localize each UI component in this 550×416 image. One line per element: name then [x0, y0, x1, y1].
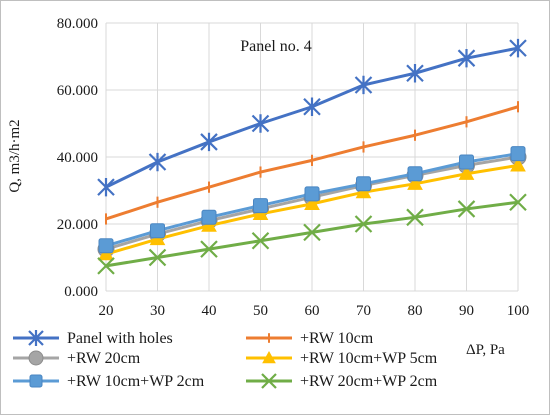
- x-tick-label: 30: [150, 303, 165, 319]
- data-point: [253, 198, 268, 214]
- data-point: [303, 223, 321, 242]
- series-4: [98, 157, 526, 261]
- data-point: [354, 215, 373, 233]
- legend: Panel with holes +RW 10cm +RW 20cm +RW 10cm…: [13, 329, 438, 390]
- data-point: [29, 374, 43, 388]
- data-point: [459, 154, 474, 170]
- legend-item: +RW 20cm: [13, 350, 141, 367]
- x-tick-label: 50: [253, 303, 268, 319]
- x-tick-label: 80: [408, 303, 423, 319]
- data-point: [509, 193, 527, 212]
- data-point: [252, 205, 269, 221]
- data-point: [406, 208, 424, 227]
- x-tick-label: 20: [99, 303, 114, 319]
- axis-layer: 0.000 20.000 40.000 60.000 80.000 20 30 40 50 60 7…: [57, 16, 530, 319]
- data-point: [510, 146, 526, 162]
- data-point: [407, 175, 423, 190]
- data-point: [148, 248, 167, 267]
- y-tick-label: 80.000: [57, 16, 98, 32]
- series-1: [97, 38, 527, 197]
- data-point: [98, 238, 114, 254]
- data-point: [98, 246, 114, 261]
- data-point: [149, 231, 166, 246]
- series-5: [98, 146, 526, 254]
- series-2: [105, 101, 519, 225]
- data-point: [510, 157, 526, 172]
- x-tick-label: 70: [356, 303, 371, 319]
- data-point: [458, 165, 475, 180]
- data-point: [261, 373, 277, 389]
- data-point: [28, 329, 44, 347]
- data-point: [201, 217, 217, 232]
- y-tick-label: 60.000: [57, 83, 98, 99]
- x-axis-title: ΔP, Pa: [466, 342, 505, 358]
- series-6: [97, 193, 527, 275]
- data-point: [262, 350, 276, 364]
- data-point: [457, 200, 476, 218]
- legend-label: +RW 10cm+WP 2cm: [67, 373, 205, 390]
- data-point: [97, 177, 115, 197]
- y-tick-label: 20.000: [57, 217, 98, 233]
- legend-item: Panel with holes: [13, 329, 173, 347]
- data-point: [457, 48, 476, 68]
- x-tick-label: 40: [202, 303, 217, 319]
- legend-label: +RW 10cm: [300, 330, 374, 347]
- y-axis-title: Q, m3/h·m2: [7, 119, 23, 192]
- data-point: [251, 114, 270, 133]
- data-point: [355, 184, 372, 199]
- data-point: [303, 97, 321, 116]
- series-layer: [97, 38, 527, 275]
- data-point: [200, 132, 218, 152]
- data-point: [406, 64, 424, 83]
- y-tick-label: 0.000: [64, 284, 98, 300]
- data-point: [201, 209, 217, 225]
- data-point: [200, 240, 218, 258]
- x-tick-label: 90: [459, 303, 474, 319]
- data-point: [251, 231, 270, 250]
- legend-item: +RW 10cm: [246, 330, 374, 347]
- data-point: [148, 152, 167, 172]
- legend-label: +RW 10cm+WP 5cm: [300, 350, 438, 367]
- data-point: [97, 257, 115, 275]
- x-tick-label: 100: [507, 303, 530, 319]
- legend-item: +RW 20cm+WP 2cm: [246, 373, 438, 390]
- legend-item: +RW 10cm+WP 5cm: [246, 350, 438, 367]
- data-point: [28, 350, 44, 366]
- data-point: [304, 195, 320, 210]
- legend-label: +RW 20cm+WP 2cm: [300, 373, 438, 390]
- data-point: [150, 223, 165, 239]
- legend-label: Panel with holes: [67, 330, 173, 347]
- chart-annotation: Panel no. 4: [240, 38, 312, 55]
- data-point: [509, 38, 527, 58]
- data-point: [304, 186, 320, 202]
- legend-label: +RW 20cm: [67, 350, 141, 367]
- data-point: [407, 166, 423, 182]
- data-point: [354, 75, 373, 95]
- data-point: [356, 176, 371, 192]
- legend-item: +RW 10cm+WP 2cm: [13, 373, 205, 390]
- x-tick-label: 60: [305, 303, 320, 319]
- y-tick-label: 40.000: [57, 150, 98, 166]
